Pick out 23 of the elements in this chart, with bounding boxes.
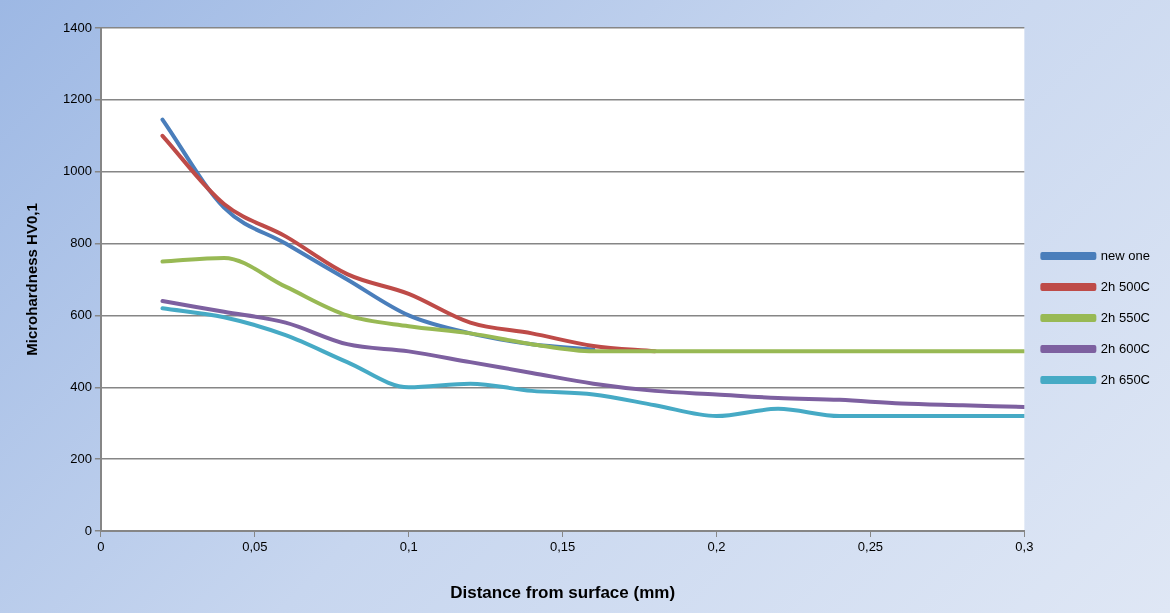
y-tick-label: 1200: [63, 91, 92, 107]
y-tick-label: 600: [70, 307, 92, 323]
x-tick-label: 0,05: [242, 539, 268, 555]
y-tick-label: 400: [70, 378, 92, 394]
y-axis-title: Microhardness HV0,1: [23, 203, 41, 356]
x-tick-label: 0,1: [399, 539, 418, 555]
legend-label: 2h 500C: [1100, 278, 1151, 294]
legend-label: 2h 650C: [1100, 371, 1151, 387]
y-tick-label: 200: [70, 450, 92, 466]
y-tick-label: 1000: [63, 163, 92, 179]
x-axis-title: Distance from surface (mm): [450, 583, 676, 603]
x-tick-label: 0: [97, 539, 105, 555]
line-series: [160, 255, 1025, 354]
x-tick-label: 0,15: [549, 539, 576, 555]
y-tick-label: 800: [70, 235, 92, 251]
x-tick-label: 0,25: [857, 539, 884, 555]
legend-label: new one: [1100, 247, 1151, 263]
y-tick-label: 1400: [63, 19, 92, 35]
x-tick-label: 0,3: [1015, 539, 1034, 555]
legend-label: 2h 600C: [1100, 340, 1151, 356]
x-tick-label: 0,2: [707, 539, 726, 555]
y-tick-label: 0: [84, 522, 92, 538]
legend-label: 2h 550C: [1100, 309, 1151, 325]
